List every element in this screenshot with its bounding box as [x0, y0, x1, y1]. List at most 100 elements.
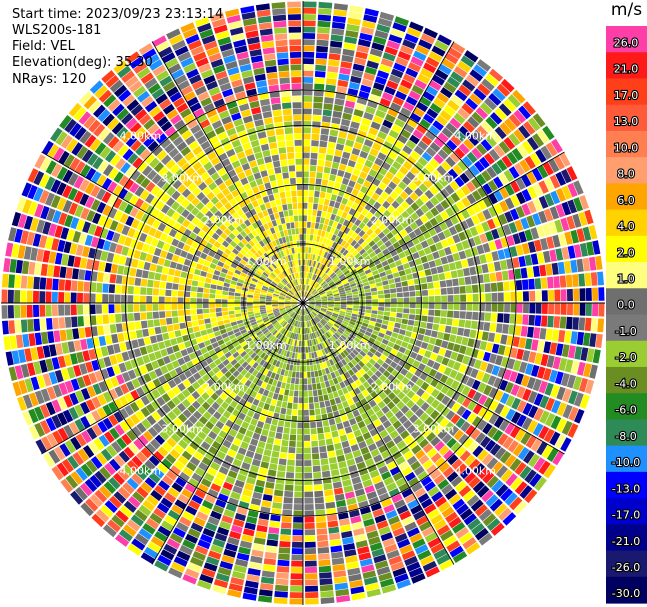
ppi-cell — [389, 262, 397, 269]
ppi-cell — [358, 552, 372, 561]
ppi-cell — [477, 449, 489, 462]
ppi-cell — [27, 362, 36, 377]
ppi-cell — [203, 365, 212, 373]
ppi-cell — [568, 406, 579, 422]
ppi-cell — [439, 280, 447, 288]
ppi-cell — [457, 60, 472, 73]
ppi-cell — [384, 298, 391, 303]
ppi-cell — [72, 452, 85, 466]
ppi-cell — [14, 365, 24, 380]
ppi-cell — [171, 238, 180, 247]
ppi-cell — [420, 240, 429, 249]
ppi-cell — [538, 460, 551, 475]
ppi-cell — [339, 467, 349, 475]
ppi-cell — [360, 446, 370, 455]
ppi-cell — [159, 232, 168, 242]
ppi-cell — [488, 387, 498, 399]
ppi-cell — [124, 236, 133, 247]
ppi-cell — [254, 312, 261, 316]
ppi-cell — [337, 316, 344, 321]
ppi-cell — [440, 87, 453, 99]
ppi-cell — [141, 418, 152, 430]
ppi-cell — [181, 450, 193, 461]
ppi-cell — [244, 522, 256, 531]
ppi-cell — [424, 375, 434, 384]
ppi-cell — [332, 564, 346, 572]
ppi-cell — [383, 504, 395, 514]
ppi-cell — [362, 373, 370, 381]
ppi-cell — [303, 39, 315, 46]
ppi-cell — [471, 147, 483, 160]
ppi-cell — [313, 89, 324, 97]
ppi-cell — [196, 298, 203, 303]
ppi-cell — [273, 293, 279, 297]
ppi-cell — [410, 460, 421, 471]
ppi-cell — [267, 312, 274, 317]
ppi-cell — [106, 366, 115, 378]
ppi-cell — [529, 290, 536, 302]
ppi-cell — [420, 321, 427, 329]
ppi-cell — [340, 247, 346, 254]
ppi-cell — [282, 279, 287, 285]
ppi-cell — [291, 415, 298, 422]
ppi-cell — [311, 289, 316, 294]
ppi-cell — [362, 570, 377, 579]
ppi-cell — [541, 444, 554, 459]
ppi-cell — [493, 176, 504, 189]
ppi-cell — [328, 262, 335, 269]
ppi-cell — [315, 178, 322, 185]
ppi-cell — [379, 11, 395, 22]
ppi-cell — [334, 98, 345, 106]
ppi-cell — [466, 303, 473, 311]
ppi-cell — [211, 279, 218, 285]
ppi-cell — [348, 323, 355, 329]
ppi-cell — [378, 298, 385, 303]
ppi-cell — [197, 483, 209, 494]
ppi-cell — [307, 221, 311, 228]
ppi-cell — [288, 396, 294, 403]
ppi-cell — [329, 532, 341, 541]
ppi-cell — [323, 394, 329, 401]
ppi-cell — [560, 217, 570, 232]
ppi-cell — [479, 102, 493, 115]
ppi-cell — [573, 392, 584, 407]
ppi-cell — [65, 474, 79, 489]
ppi-cell — [129, 267, 137, 277]
ppi-cell — [298, 391, 303, 397]
ppi-cell — [108, 294, 115, 303]
ppi-cell — [304, 504, 314, 511]
ppi-cell — [368, 168, 378, 178]
ppi-cell — [230, 262, 238, 269]
ppi-cell — [203, 472, 215, 482]
ppi-cell — [161, 458, 173, 469]
ppi-cell — [389, 430, 399, 440]
ppi-cell — [504, 303, 511, 313]
ppi-cell — [268, 378, 274, 385]
ppi-cell — [190, 309, 197, 315]
ppi-cell — [339, 381, 346, 389]
ppi-cell — [323, 266, 329, 273]
ppi-cell — [452, 551, 468, 563]
ppi-cell — [237, 241, 245, 249]
ppi-cell — [416, 388, 425, 397]
ppi-cell — [310, 228, 315, 235]
ppi-cell — [362, 431, 372, 440]
ppi-cell — [359, 171, 368, 180]
ppi-cell — [354, 227, 362, 235]
ppi-cell — [224, 323, 232, 329]
ppi-cell — [208, 550, 222, 560]
ppi-cell — [414, 187, 424, 197]
ppi-cell — [441, 357, 450, 366]
ppi-cell — [45, 291, 52, 303]
ppi-cell — [427, 316, 434, 323]
ppi-cell — [440, 199, 450, 210]
ppi-cell — [289, 592, 303, 599]
ppi-cell — [361, 118, 372, 127]
ppi-cell — [445, 511, 458, 524]
ppi-cell — [58, 150, 70, 165]
ppi-cell — [532, 213, 542, 226]
ppi-cell — [338, 163, 347, 171]
ppi-cell — [191, 315, 198, 321]
ppi-cell — [236, 506, 248, 516]
ppi-cell — [361, 564, 375, 573]
